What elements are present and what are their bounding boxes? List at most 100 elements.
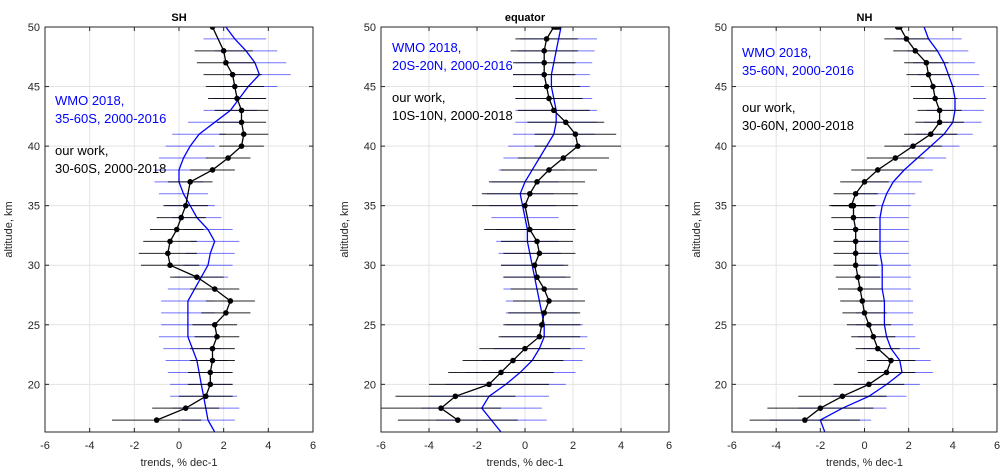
x-tick-label: 4 (950, 440, 956, 452)
data-point (209, 345, 216, 352)
data-point (167, 262, 173, 269)
legend-ourwork-text: 10S-10N, 2000-2018 (392, 108, 513, 123)
data-point (894, 27, 901, 30)
profile-line (819, 27, 956, 432)
data-point (238, 119, 245, 126)
legend-wmo-text: WMO 2018, (55, 93, 124, 108)
y-tick-label: 50 (364, 22, 376, 34)
legend-ourwork-text: 30-60N, 2000-2018 (742, 118, 854, 133)
data-point (936, 107, 943, 114)
data-point (930, 83, 936, 90)
data-point (546, 95, 552, 102)
data-point (541, 71, 547, 78)
legend-ourwork-text: our work, (742, 100, 795, 115)
x-tick-label: -2 (815, 440, 825, 452)
x-tick-label: 4 (618, 440, 624, 452)
data-point (866, 321, 872, 328)
data-point (452, 393, 459, 400)
data-point (859, 298, 866, 304)
y-tick-label: 40 (364, 141, 376, 153)
y-tick-label: 25 (28, 320, 40, 332)
data-point (888, 357, 894, 364)
data-layer (381, 27, 621, 432)
data-point (910, 143, 916, 149)
data-point (486, 381, 492, 388)
data-point (539, 321, 545, 328)
y-tick-label: 50 (28, 22, 40, 34)
data-point (874, 345, 881, 352)
y-tick-label: 30 (715, 260, 727, 272)
data-point (927, 131, 934, 138)
data-point (182, 405, 189, 411)
x-tick-label: 0 (522, 440, 528, 452)
x-tick-label: 2 (221, 440, 227, 452)
data-point (543, 83, 550, 90)
x-tick-label: 0 (861, 440, 867, 452)
x-tick-label: 6 (310, 440, 316, 452)
x-tick-label: 6 (994, 440, 1000, 452)
data-point (541, 286, 547, 292)
data-point (211, 286, 218, 292)
data-point (182, 202, 189, 209)
legend-wmo-text: WMO 2018, (392, 40, 461, 55)
y-tick-label: 25 (715, 320, 727, 332)
data-point (240, 131, 247, 138)
panel-title: SH (171, 12, 186, 24)
data-point (852, 262, 859, 269)
y-axis-label: altitude, km (339, 201, 351, 257)
data-point (178, 214, 185, 221)
data-point (167, 238, 173, 245)
x-tick-label: -2 (129, 440, 139, 452)
data-point (534, 238, 540, 245)
data-point (227, 298, 234, 304)
x-tick-label: -6 (727, 440, 737, 452)
data-point (510, 357, 516, 364)
data-point (560, 155, 567, 161)
x-tick-label: -6 (376, 440, 386, 452)
legend-wmo-text: 35-60S, 2000-2016 (55, 111, 166, 126)
data-point (866, 381, 872, 388)
data-point (925, 71, 932, 78)
y-tick-label: 35 (28, 201, 40, 213)
data-point (455, 417, 461, 423)
x-tick-label: 2 (906, 440, 912, 452)
data-point (534, 274, 540, 280)
x-tick-label: 2 (570, 440, 576, 452)
data-point (852, 250, 859, 257)
x-tick-label: 6 (666, 440, 672, 452)
data-point (214, 333, 220, 340)
x-tick-label: -6 (40, 440, 50, 452)
data-point (223, 59, 229, 66)
data-point (912, 48, 919, 54)
chart-panel-2: -6 -4 -2 0 2 4 6 20 25 30 35 40 45 50 equator trends, %… (339, 12, 672, 469)
data-point (534, 179, 540, 185)
data-point (209, 167, 216, 173)
legend-ourwork-text: our work, (55, 143, 108, 158)
data-point (852, 226, 859, 233)
series-our-work (749, 27, 964, 423)
data-point (546, 298, 552, 304)
y-tick-label: 30 (28, 260, 40, 272)
y-tick-label: 40 (28, 141, 40, 153)
data-point (211, 321, 218, 328)
data-point (923, 59, 930, 66)
data-point (555, 27, 562, 30)
data-point (522, 202, 528, 209)
data-point (850, 214, 857, 221)
data-point (852, 190, 859, 197)
data-point (874, 167, 881, 173)
legend-ourwork-text: our work, (392, 90, 445, 105)
x-axis-label: trends, % dec-1 (140, 457, 217, 469)
data-point (522, 345, 528, 352)
y-tick-label: 50 (715, 22, 727, 34)
data-point (839, 393, 846, 400)
x-tick-label: 4 (265, 440, 271, 452)
data-point (541, 310, 547, 316)
data-point (857, 286, 863, 292)
data-point (541, 48, 547, 54)
data-point (536, 333, 543, 340)
y-tick-label: 45 (28, 82, 40, 94)
data-point (225, 155, 231, 161)
data-point (207, 369, 214, 376)
